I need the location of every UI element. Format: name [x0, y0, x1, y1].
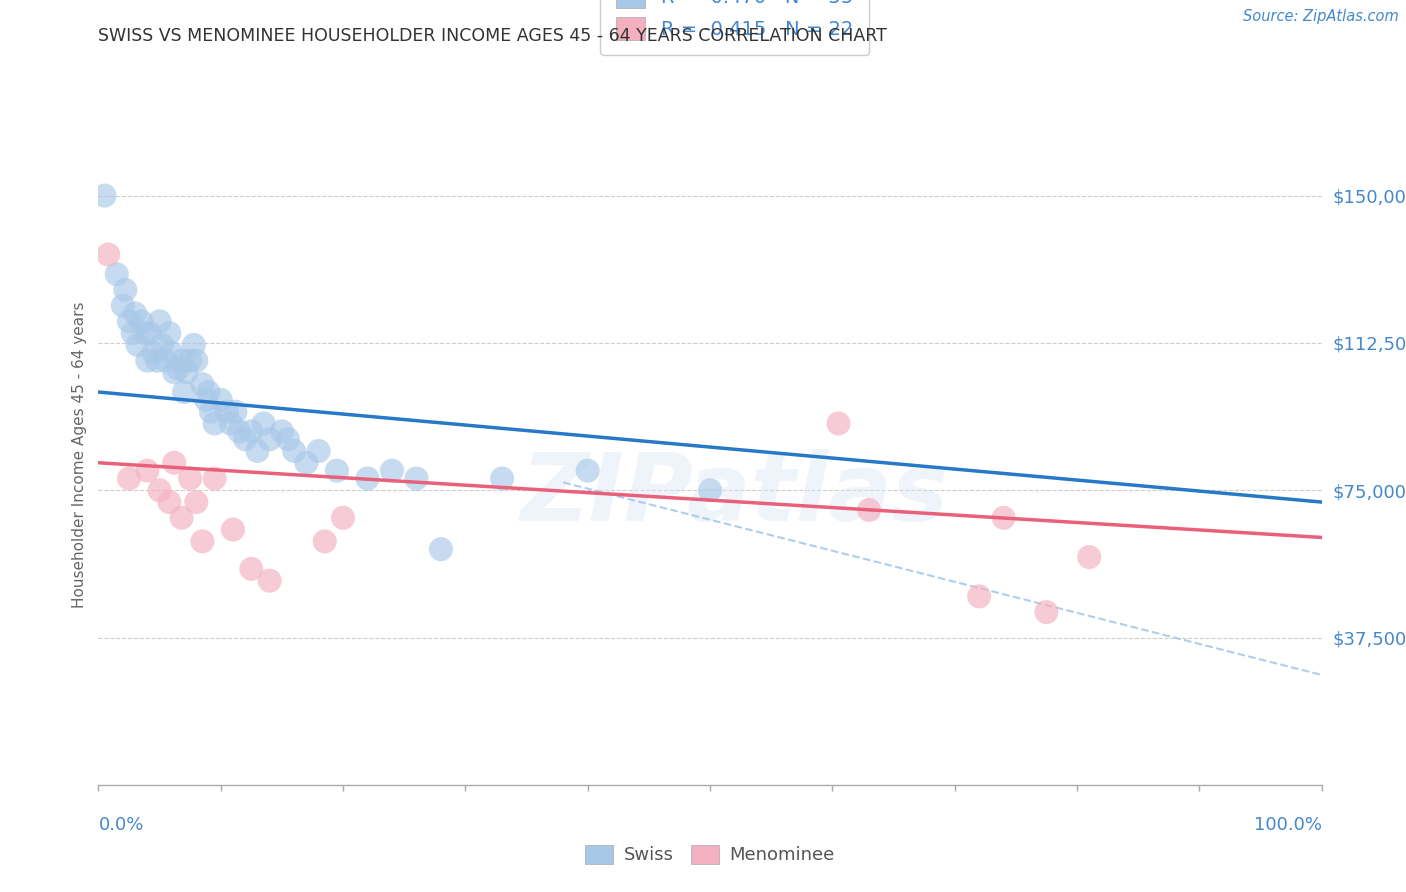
Point [1078, 550, 1101, 565]
Point [204, 417, 226, 431]
Point [430, 542, 453, 557]
Point [105, 267, 128, 281]
Point [381, 464, 404, 478]
Point [993, 510, 1015, 524]
Point [93, 188, 115, 202]
Point [259, 432, 281, 446]
Point [173, 385, 195, 400]
Point [136, 464, 159, 478]
Point [699, 483, 721, 498]
Point [224, 405, 246, 419]
Point [283, 444, 305, 458]
Point [491, 471, 513, 485]
Point [167, 361, 190, 376]
Point [155, 353, 177, 368]
Point [1035, 605, 1057, 619]
Point [121, 326, 143, 340]
Point [219, 417, 242, 431]
Text: 0.0%: 0.0% [98, 816, 143, 834]
Point [179, 471, 201, 485]
Point [160, 345, 183, 359]
Point [149, 314, 172, 328]
Point [111, 299, 134, 313]
Point [157, 495, 180, 509]
Point [114, 283, 136, 297]
Point [246, 444, 269, 458]
Point [326, 464, 349, 478]
Point [176, 366, 198, 380]
Point [142, 345, 165, 359]
Point [405, 471, 427, 485]
Point [197, 385, 219, 400]
Point [240, 562, 263, 576]
Point [150, 338, 173, 352]
Point [129, 314, 152, 328]
Point [277, 432, 299, 446]
Point [252, 417, 274, 431]
Point [186, 495, 208, 509]
Point [228, 425, 250, 439]
Point [200, 405, 222, 419]
Point [163, 456, 186, 470]
Point [183, 338, 205, 352]
Point [186, 353, 208, 368]
Point [170, 510, 193, 524]
Point [308, 444, 330, 458]
Point [240, 425, 263, 439]
Point [139, 326, 162, 340]
Point [967, 590, 990, 604]
Point [356, 471, 378, 485]
Point [163, 366, 186, 380]
Y-axis label: Householder Income Ages 45 - 64 years: Householder Income Ages 45 - 64 years [72, 301, 87, 608]
Point [195, 392, 218, 407]
Point [270, 425, 294, 439]
Point [314, 534, 336, 549]
Point [157, 326, 180, 340]
Point [127, 338, 149, 352]
Point [146, 353, 169, 368]
Point [209, 392, 232, 407]
Point [136, 353, 159, 368]
Point [827, 417, 849, 431]
Text: ZIPatlas: ZIPatlas [520, 449, 949, 541]
Point [118, 471, 141, 485]
Point [170, 353, 193, 368]
Point [295, 456, 318, 470]
Point [118, 314, 141, 328]
Point [332, 510, 354, 524]
Text: 100.0%: 100.0% [1254, 816, 1322, 834]
Point [259, 574, 281, 588]
Point [576, 464, 599, 478]
Point [191, 534, 214, 549]
Point [134, 326, 156, 340]
Point [97, 247, 120, 261]
Point [149, 483, 172, 498]
Point [179, 353, 201, 368]
Point [204, 471, 226, 485]
Point [191, 377, 214, 392]
Point [215, 405, 238, 419]
Point [222, 523, 245, 537]
Point [233, 432, 256, 446]
Legend: Swiss, Menominee: Swiss, Menominee [578, 838, 842, 871]
Text: SWISS VS MENOMINEE HOUSEHOLDER INCOME AGES 45 - 64 YEARS CORRELATION CHART: SWISS VS MENOMINEE HOUSEHOLDER INCOME AG… [98, 27, 887, 45]
Point [858, 503, 880, 517]
Point [124, 306, 146, 320]
Text: Source: ZipAtlas.com: Source: ZipAtlas.com [1243, 9, 1399, 24]
